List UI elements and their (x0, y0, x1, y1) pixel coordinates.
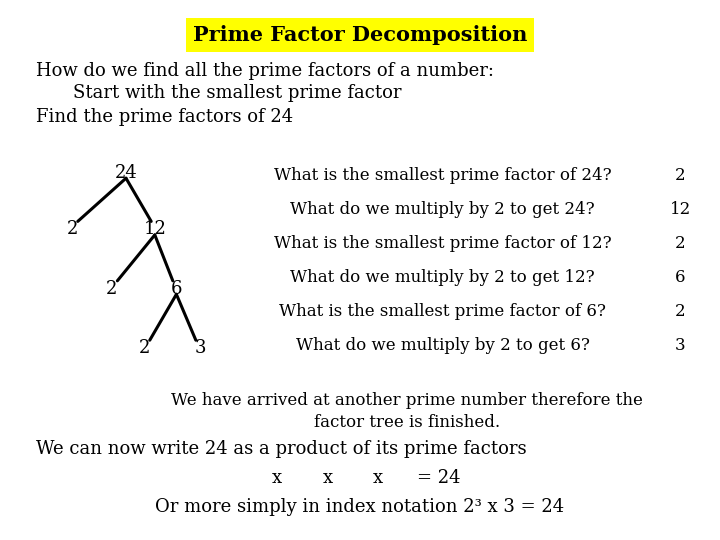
Text: Start with the smallest prime factor: Start with the smallest prime factor (50, 84, 402, 102)
Text: What do we multiply by 2 to get 24?: What do we multiply by 2 to get 24? (290, 201, 595, 218)
Text: x: x (373, 469, 383, 487)
Text: 12: 12 (670, 201, 691, 218)
Text: 24: 24 (114, 164, 138, 182)
Text: = 24: = 24 (418, 469, 461, 487)
Text: x: x (323, 469, 333, 487)
Text: 2: 2 (138, 339, 150, 357)
Text: x: x (272, 469, 282, 487)
Text: Find the prime factors of 24: Find the prime factors of 24 (36, 108, 293, 126)
Text: We can now write 24 as a product of its prime factors: We can now write 24 as a product of its … (36, 440, 526, 458)
Text: What is the smallest prime factor of 24?: What is the smallest prime factor of 24? (274, 167, 611, 184)
Text: 12: 12 (143, 220, 166, 239)
Text: 6: 6 (171, 280, 182, 298)
Text: We have arrived at another prime number therefore the: We have arrived at another prime number … (171, 392, 643, 409)
Text: What is the smallest prime factor of 12?: What is the smallest prime factor of 12? (274, 235, 611, 252)
Text: 6: 6 (675, 269, 685, 286)
Text: Or more simply in index notation 2³ x 3 = 24: Or more simply in index notation 2³ x 3 … (156, 497, 564, 516)
Text: How do we find all the prime factors of a number:: How do we find all the prime factors of … (36, 62, 494, 80)
Text: factor tree is finished.: factor tree is finished. (314, 414, 500, 431)
Text: What do we multiply by 2 to get 12?: What do we multiply by 2 to get 12? (290, 269, 595, 286)
Text: 3: 3 (675, 337, 685, 354)
Text: What do we multiply by 2 to get 6?: What do we multiply by 2 to get 6? (296, 337, 590, 354)
Text: What is the smallest prime factor of 6?: What is the smallest prime factor of 6? (279, 303, 606, 320)
Text: 3: 3 (194, 339, 206, 357)
Text: 2: 2 (675, 303, 685, 320)
Text: Prime Factor Decomposition: Prime Factor Decomposition (193, 25, 527, 45)
Text: 2: 2 (675, 167, 685, 184)
Text: 2: 2 (66, 220, 78, 239)
Text: 2: 2 (106, 280, 117, 298)
Text: 2: 2 (675, 235, 685, 252)
